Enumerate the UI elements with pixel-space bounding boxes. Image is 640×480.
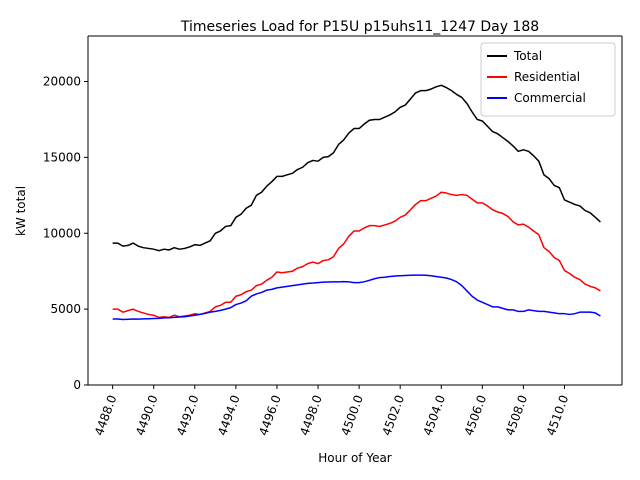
y-tick-label: 10000 <box>43 226 81 240</box>
x-tick-label: 4508.0 <box>503 393 531 437</box>
series-line-commercial <box>112 274 601 321</box>
y-axis-ticks: 0 5000 10000 15000 20000 <box>43 75 88 392</box>
x-axis-ticks: 4488.0 4490.0 4492.0 4494.0 4496.0 4498.0 4500… <box>92 385 571 437</box>
x-tick-label: 4500.0 <box>338 393 366 437</box>
legend-label-residential: Residential <box>514 70 580 84</box>
legend-entries: Total Residential Commercial <box>487 49 586 105</box>
chart-title: Timeseries Load for P15U p15uhs11_1247 D… <box>180 19 539 35</box>
x-tick-label: 4492.0 <box>174 393 202 437</box>
y-tick-label: 0 <box>73 378 81 392</box>
x-tick-label: 4510.0 <box>544 393 572 437</box>
legend-box <box>480 42 616 117</box>
plot-frame <box>87 35 623 386</box>
y-axis-label: kW total <box>14 186 28 236</box>
y-tick-label: 5000 <box>50 302 81 316</box>
x-tick-label: 4496.0 <box>256 393 284 437</box>
x-tick-label: 4506.0 <box>462 393 490 437</box>
x-tick-label: 4504.0 <box>421 393 449 437</box>
legend-label-total: Total <box>513 49 542 63</box>
series-line-total <box>112 84 601 252</box>
series-line-residential <box>112 191 601 319</box>
x-tick-label: 4490.0 <box>133 393 161 437</box>
y-tick-label: 20000 <box>43 75 81 89</box>
y-tick-label: 15000 <box>43 150 81 164</box>
series-layer <box>112 84 601 321</box>
x-tick-label: 4502.0 <box>379 393 407 437</box>
x-tick-label: 4488.0 <box>92 393 120 437</box>
x-tick-label: 4494.0 <box>215 393 243 437</box>
legend-label-commercial: Commercial <box>514 91 586 105</box>
legend: Total Residential Commercial <box>480 42 616 117</box>
x-axis-label: Hour of Year <box>318 451 392 465</box>
x-tick-label: 4498.0 <box>297 393 325 437</box>
